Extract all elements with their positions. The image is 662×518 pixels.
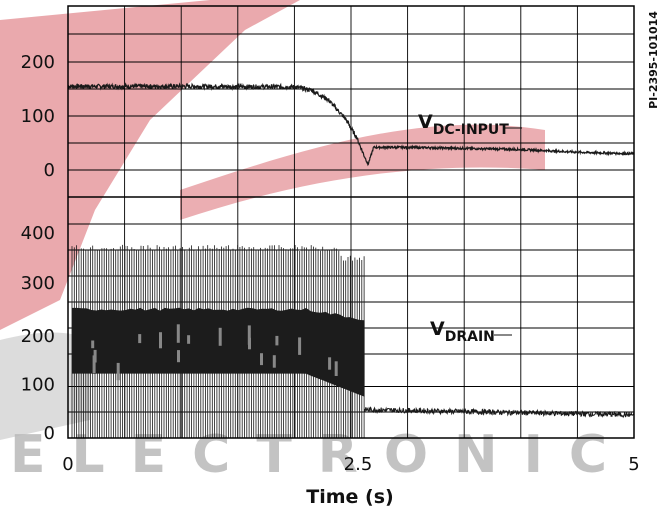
- y-tick-label: 0: [44, 160, 55, 181]
- vdrain-band-gap: [298, 337, 302, 355]
- vdrain-band-gap: [177, 350, 180, 363]
- vdrain-label-main: V: [430, 318, 445, 340]
- vdrain-band-gap: [334, 361, 338, 376]
- vdrain-band-gap: [116, 362, 120, 381]
- y-tick-label: 200: [21, 52, 55, 73]
- vdc-input-label-main: V: [418, 111, 433, 133]
- watermark-swoosh-left: [0, 0, 300, 330]
- watermark-swoosh-band: [180, 124, 545, 220]
- vdrain-band-gap: [247, 325, 251, 345]
- vdrain-band-gap: [92, 355, 96, 373]
- y-tick-label: 200: [21, 326, 55, 347]
- svg-text:VDRAIN: VDRAIN: [430, 318, 495, 345]
- x-axis-label: Time (s): [306, 486, 393, 508]
- vdrain-dense-band: [72, 307, 365, 397]
- y-tick-label: 100: [21, 106, 55, 127]
- vdrain-band-gap: [248, 337, 251, 350]
- vdc-input-label-sub: DC-INPUT: [433, 122, 510, 138]
- vdc-input-trace: [67, 82, 635, 167]
- vdrain-tail-trace: [364, 406, 635, 419]
- vdc-input-label: VDC-INPUT: [418, 111, 522, 138]
- x-tick-label: 0: [62, 454, 73, 475]
- traces: [67, 82, 635, 438]
- plot-frame: [67, 5, 635, 439]
- y-tick-label: 100: [21, 375, 55, 396]
- upper-y-ticks: 200 100 0: [21, 52, 55, 181]
- vdrain-band-gap: [176, 324, 180, 343]
- x-tick-label: 2.5: [344, 454, 373, 475]
- vdrain-label: VDRAIN: [430, 318, 512, 345]
- x-ticks: 0 2.5 5: [62, 454, 639, 475]
- vdrain-band-gap: [159, 332, 162, 349]
- vdrain-band-gap: [91, 340, 95, 349]
- y-tick-label: 300: [21, 273, 55, 294]
- svg-text:VDC-INPUT: VDC-INPUT: [418, 111, 509, 138]
- vdrain-band-gap: [218, 327, 222, 346]
- vdrain-band-gap: [272, 355, 276, 368]
- vdrain-label-sub: DRAIN: [445, 329, 495, 345]
- figure-code-label: PI-2395-101014: [647, 11, 660, 109]
- vdrain-band-gap: [260, 353, 263, 366]
- vdrain-band-gap: [275, 335, 279, 346]
- vdrain-band-gap: [93, 349, 97, 363]
- x-tick-label: 5: [628, 454, 639, 475]
- vdrain-band-gap: [187, 335, 191, 344]
- vdrain-band-gap: [138, 334, 142, 344]
- lower-y-ticks: 400 300 200 100 0: [21, 223, 55, 444]
- y-tick-label: 400: [21, 223, 55, 244]
- vdrain-band-gap: [328, 357, 332, 370]
- watermark-text: ELECTRONIC: [10, 425, 633, 485]
- plot-border: [67, 5, 635, 439]
- y-tick-label: 0: [44, 423, 55, 444]
